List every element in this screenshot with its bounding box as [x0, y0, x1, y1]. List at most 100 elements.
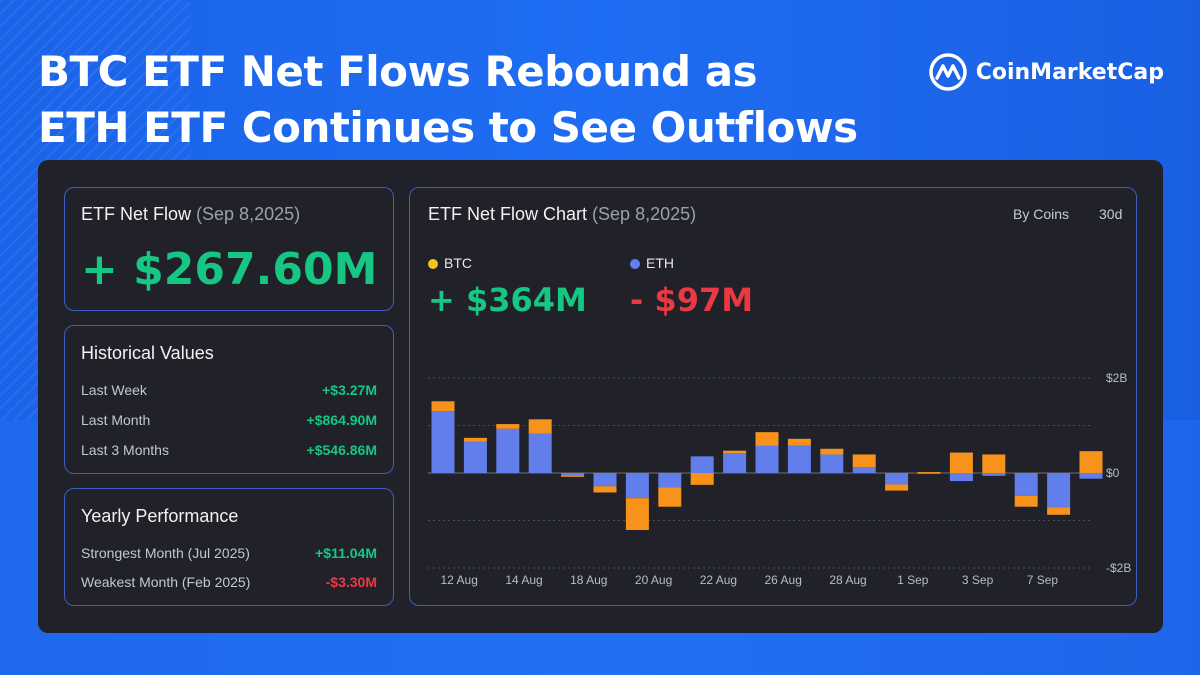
x-tick-label: 12 Aug	[441, 573, 478, 587]
yearly-label: Weakest Month (Feb 2025)	[81, 574, 251, 590]
bar-btc	[528, 419, 552, 434]
bar-btc	[852, 454, 876, 468]
x-tick-label: 28 Aug	[829, 573, 866, 587]
bar-btc	[496, 424, 520, 429]
etf-net-flow-chart: $2B $0 -$2B 12 Aug 14 Aug 18 Aug 20 Aug 22 Aug 2…	[428, 371, 1131, 587]
historical-label: Last 3 Months	[81, 442, 169, 458]
bar-eth	[885, 473, 909, 485]
headline-line-2: ETH ETF Continues to See Outflows	[38, 103, 858, 152]
bar-btc	[431, 401, 455, 412]
yearly-label: Strongest Month (Jul 2025)	[81, 545, 250, 561]
historical-title: Historical Values	[81, 343, 214, 363]
legend-eth-label: ETH	[646, 255, 674, 271]
bar-eth	[690, 456, 714, 473]
range-30d-toggle[interactable]: 30d	[1099, 206, 1123, 222]
net-flow-value: + $267.60M	[81, 244, 378, 295]
bar-btc	[593, 486, 617, 493]
yearly-row-strongest: Strongest Month (Jul 2025) +$11.04M	[81, 545, 377, 561]
historical-value: +$864.90M	[306, 412, 377, 428]
btc-flow-value: + $364M	[428, 281, 587, 319]
bar-eth	[658, 473, 682, 488]
bar-btc	[463, 437, 487, 442]
y-tick-label: $2B	[1106, 371, 1127, 385]
bar-eth	[949, 473, 973, 482]
bar-eth	[755, 445, 779, 473]
yearly-row-weakest: Weakest Month (Feb 2025) -$3.30M	[81, 574, 377, 590]
net-flow-title-text: ETF Net Flow	[81, 204, 192, 224]
legend-btc-label: BTC	[444, 255, 472, 271]
bar-btc	[820, 448, 844, 455]
historical-label: Last Month	[81, 412, 151, 428]
bar-btc	[885, 484, 909, 491]
x-tick-label: 3 Sep	[962, 573, 994, 587]
historical-value: +$3.27M	[322, 382, 377, 398]
x-tick-label: 1 Sep	[897, 573, 929, 587]
bar-btc	[787, 438, 811, 446]
bar-btc	[561, 475, 585, 477]
bar-btc	[1047, 507, 1071, 515]
x-tick-label: 18 Aug	[570, 573, 607, 587]
dashboard-panel: ETF Net Flow (Sep 8,2025) + $267.60M His…	[38, 160, 1163, 633]
bar-eth	[431, 411, 455, 473]
chart-title: ETF Net Flow Chart (Sep 8,2025)	[428, 204, 696, 225]
net-flow-card: ETF Net Flow (Sep 8,2025) + $267.60M	[64, 187, 394, 311]
chart-title-text: ETF Net Flow Chart	[428, 204, 588, 224]
eth-dot-icon	[630, 259, 640, 270]
bar-btc	[1014, 495, 1038, 507]
bar-eth	[528, 433, 552, 473]
x-tick-label: 22 Aug	[700, 573, 737, 587]
chart-date: (Sep 8,2025)	[592, 204, 697, 224]
chart-card: ETF Net Flow Chart (Sep 8,2025) By Coins…	[409, 187, 1137, 606]
bar-btc	[1079, 451, 1103, 473]
headline-line-1: BTC ETF Net Flows Rebound as	[38, 47, 758, 96]
bar-btc	[625, 498, 649, 530]
bar-eth	[852, 467, 876, 473]
y-tick-label: -$2B	[1106, 561, 1131, 575]
coinmarketcap-logo-icon	[928, 53, 967, 91]
net-flow-date: (Sep 8,2025)	[196, 204, 301, 224]
yearly-title: Yearly Performance	[81, 506, 239, 526]
bar-eth	[625, 473, 649, 499]
bar-eth	[1047, 473, 1071, 508]
legend-eth: ETH	[630, 255, 674, 271]
bar-eth	[917, 473, 941, 474]
bar-btc	[982, 454, 1006, 473]
bar-eth	[463, 441, 487, 473]
bar-eth	[593, 473, 617, 487]
eth-flow-value: - $97M	[630, 281, 754, 319]
x-tick-label: 20 Aug	[635, 573, 672, 587]
bar-eth	[723, 453, 747, 473]
x-tick-label: 14 Aug	[505, 573, 542, 587]
y-tick-label: $0	[1106, 466, 1120, 480]
bar-btc	[723, 450, 747, 454]
historical-row-last-month: Last Month +$864.90M	[81, 412, 377, 428]
net-flow-title: ETF Net Flow (Sep 8,2025)	[81, 204, 300, 225]
x-tick-label: 26 Aug	[765, 573, 802, 587]
bar-eth	[820, 454, 844, 473]
yearly-performance-card: Yearly Performance Strongest Month (Jul …	[64, 488, 394, 606]
historical-row-last-3-months: Last 3 Months +$546.86M	[81, 442, 377, 458]
bar-eth	[1079, 473, 1103, 479]
by-coins-toggle[interactable]: By Coins	[1013, 206, 1070, 222]
bar-btc	[917, 472, 941, 474]
bar-btc	[658, 487, 682, 507]
historical-value: +$546.86M	[306, 442, 377, 458]
brand-name: CoinMarketCap	[975, 59, 1164, 85]
bar-btc	[755, 432, 779, 446]
x-tick-label: 7 Sep	[1027, 573, 1059, 587]
btc-dot-icon	[428, 259, 438, 270]
bar-eth	[561, 473, 585, 476]
bar-btc	[690, 473, 714, 485]
bar-eth	[787, 445, 811, 473]
yearly-value: +$11.04M	[315, 545, 377, 561]
yearly-value: -$3.30M	[325, 574, 377, 590]
bar-btc	[949, 452, 973, 473]
legend-btc: BTC	[428, 255, 472, 271]
headline: BTC ETF Net Flows Rebound as ETH ETF Con…	[38, 44, 898, 156]
historical-row-last-week: Last Week +$3.27M	[81, 382, 377, 398]
bar-eth	[1014, 473, 1038, 496]
brand-logo: CoinMarketCap	[928, 52, 1164, 92]
historical-values-card: Historical Values Last Week +$3.27M Last…	[64, 325, 394, 474]
bar-eth	[982, 473, 1006, 476]
historical-label: Last Week	[81, 382, 147, 398]
